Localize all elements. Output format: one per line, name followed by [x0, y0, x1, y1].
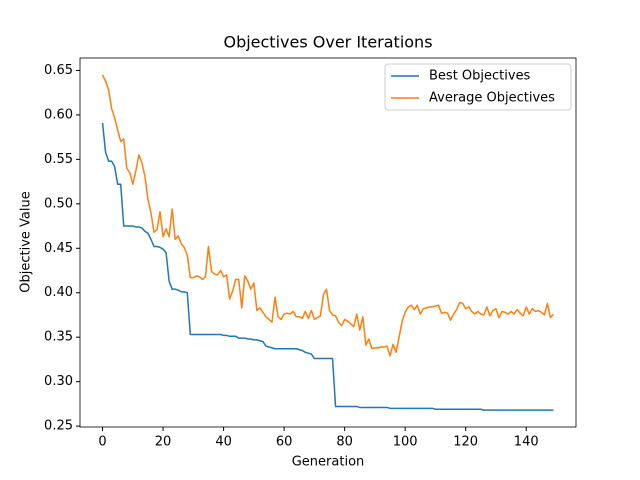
x-axis-label: Generation — [292, 455, 365, 470]
legend-box — [384, 63, 572, 111]
x-tick-label: 80 — [336, 435, 353, 450]
x-tick-label: 120 — [453, 435, 478, 450]
chart-title: Objectives Over Iterations — [223, 33, 432, 52]
y-tick-label: 0.25 — [44, 419, 73, 434]
y-tick-label: 0.35 — [44, 330, 73, 345]
y-axis-label: Objective Value — [19, 191, 34, 292]
x-tick-label: 60 — [276, 435, 293, 450]
y-tick-label: 0.60 — [44, 107, 73, 122]
y-tick-label: 0.55 — [44, 152, 73, 167]
x-tick-label: 0 — [98, 435, 106, 450]
x-tick-label: 40 — [215, 435, 232, 450]
y-tick-label: 0.30 — [44, 374, 73, 389]
legend-label: Average Objectives — [429, 91, 555, 106]
legend-label: Best Objectives — [429, 69, 531, 84]
y-tick-label: 0.40 — [44, 285, 73, 300]
x-tick-label: 20 — [155, 435, 172, 450]
x-tick-label: 100 — [393, 435, 418, 450]
y-tick-label: 0.65 — [44, 63, 73, 78]
series-line — [101, 122, 554, 411]
y-tick-label: 0.45 — [44, 241, 73, 256]
x-tick-label: 140 — [514, 435, 539, 450]
series-line — [101, 74, 555, 357]
plot-frame — [79, 57, 577, 428]
y-tick-label: 0.50 — [44, 196, 73, 211]
